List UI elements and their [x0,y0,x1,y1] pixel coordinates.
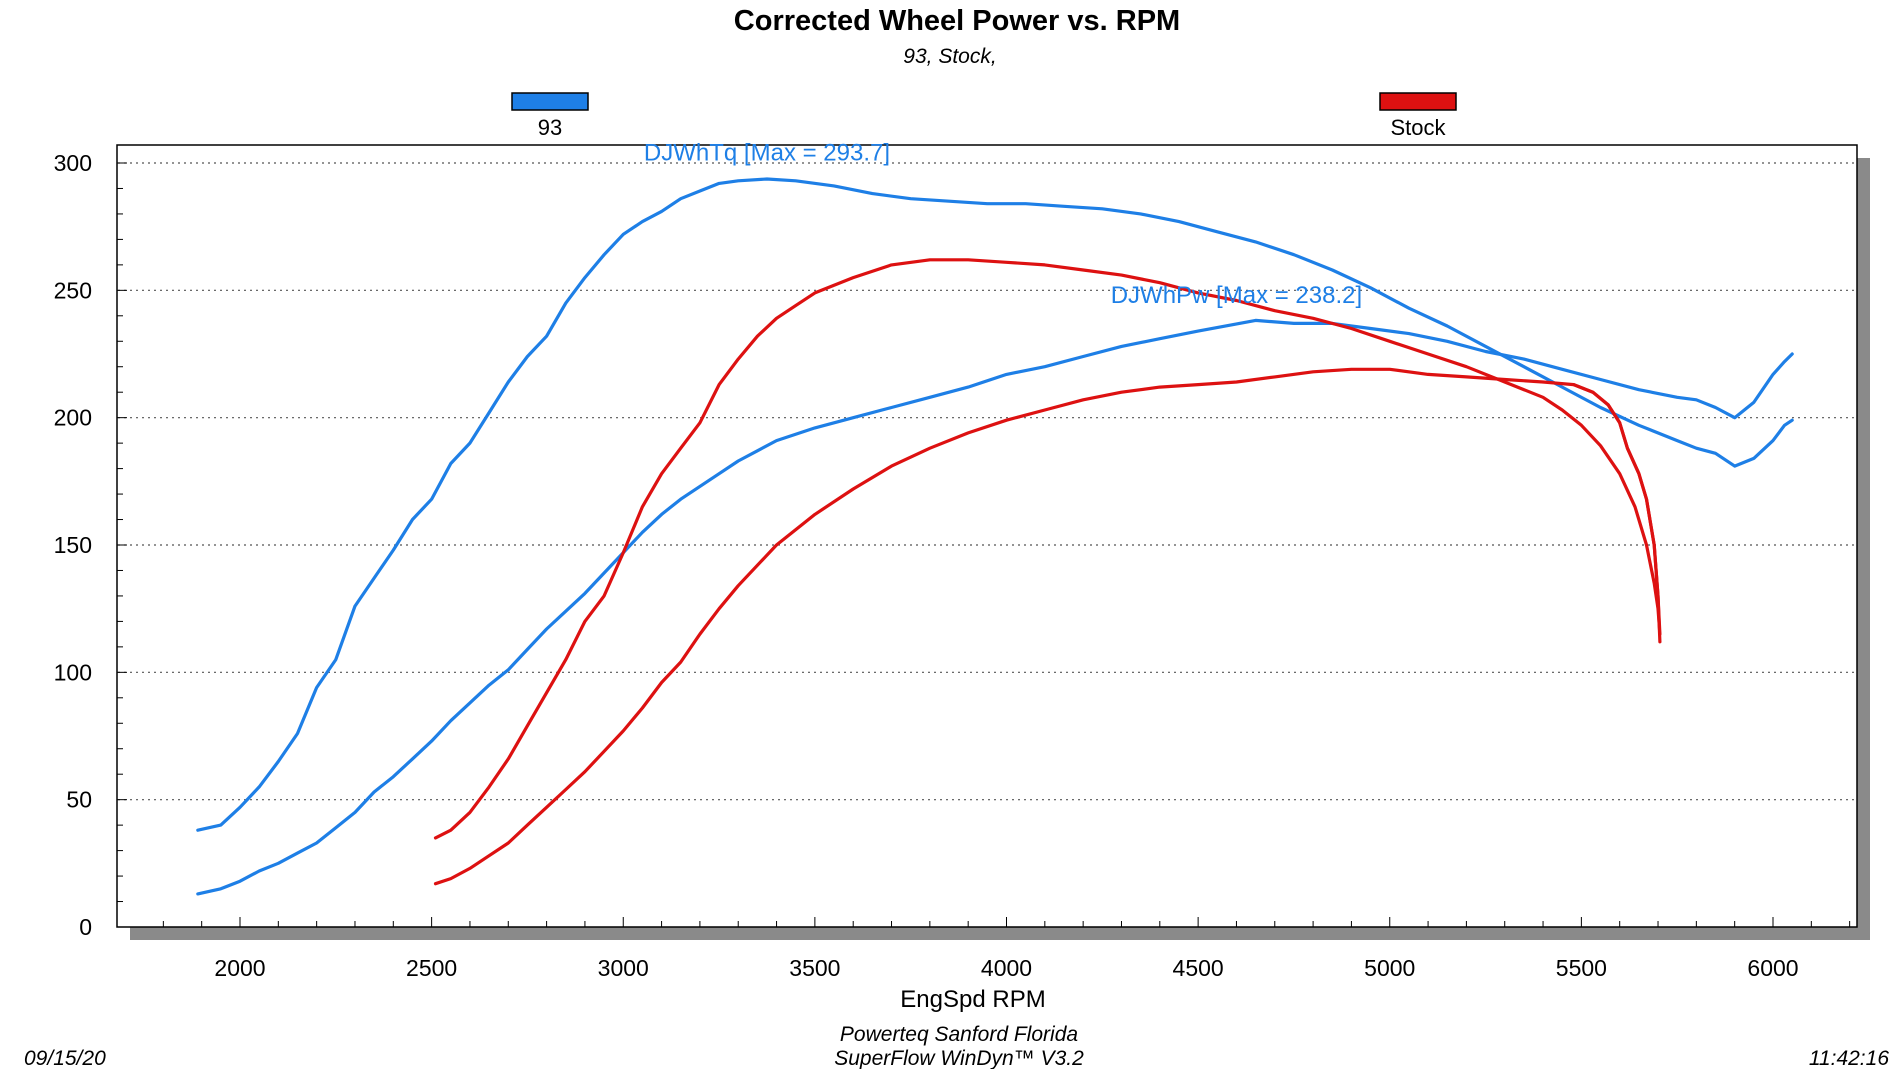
annotation-0: DJWhTq [Max = 293.7] [644,139,890,166]
x-tick-label-3000: 3000 [598,955,649,981]
annotations: DJWhTq [Max = 293.7] DJWhPw [Max = 238.2] [644,139,1362,309]
x-axis-title: EngSpd RPM [900,986,1045,1013]
series-line-93-djwhtq [196,177,1794,832]
chart-subtitle: 93, Stock, [903,45,996,68]
series-line-stock-pw [433,367,1662,886]
x-tick-label-5500: 5500 [1556,955,1607,981]
footer-location: Powerteq Sanford Florida [840,1023,1078,1046]
x-tick-label-5000: 5000 [1364,955,1415,981]
x-tick-label-2500: 2500 [406,955,457,981]
x-tick-label-6000: 6000 [1747,955,1798,981]
gridlines [118,162,1856,801]
plot-area [116,144,1858,928]
series-lines [196,177,1794,896]
legend-label-93: 93 [538,115,562,140]
x-tick-label-2000: 2000 [214,955,265,981]
y-tick-label-300: 300 [54,150,92,176]
x-tick-label-3500: 3500 [789,955,840,981]
y-tick-label-100: 100 [54,659,92,685]
legend: 93 Stock [511,92,1457,140]
x-tick-label-4000: 4000 [981,955,1032,981]
legend-label-stock: Stock [1390,115,1446,140]
footer-date: 09/15/20 [24,1047,106,1069]
x-tick-label-4500: 4500 [1173,955,1224,981]
x-axis-tick-labels: 2000 2500 3000 3500 4000 4500 5000 5500 6000 [214,955,1798,981]
series-line-93-djwhpw [196,318,1794,896]
legend-swatch-93 [511,92,589,111]
y-tick-label-150: 150 [54,532,92,558]
minor-ticks [117,162,1851,928]
chart-title: Corrected Wheel Power vs. RPM [734,5,1180,37]
footer-time: 11:42:16 [1809,1047,1890,1069]
y-tick-label-50: 50 [66,787,92,813]
footer-software: SuperFlow WinDyn™ V3.2 [834,1047,1084,1069]
y-axis-tick-labels: 0 50 100 150 200 250 300 [54,150,92,940]
y-tick-label-0: 0 [79,914,92,940]
y-tick-label-200: 200 [54,405,92,431]
annotation-1: DJWhPw [Max = 238.2] [1111,282,1362,309]
y-tick-label-250: 250 [54,277,92,303]
legend-swatch-stock [1379,92,1457,111]
